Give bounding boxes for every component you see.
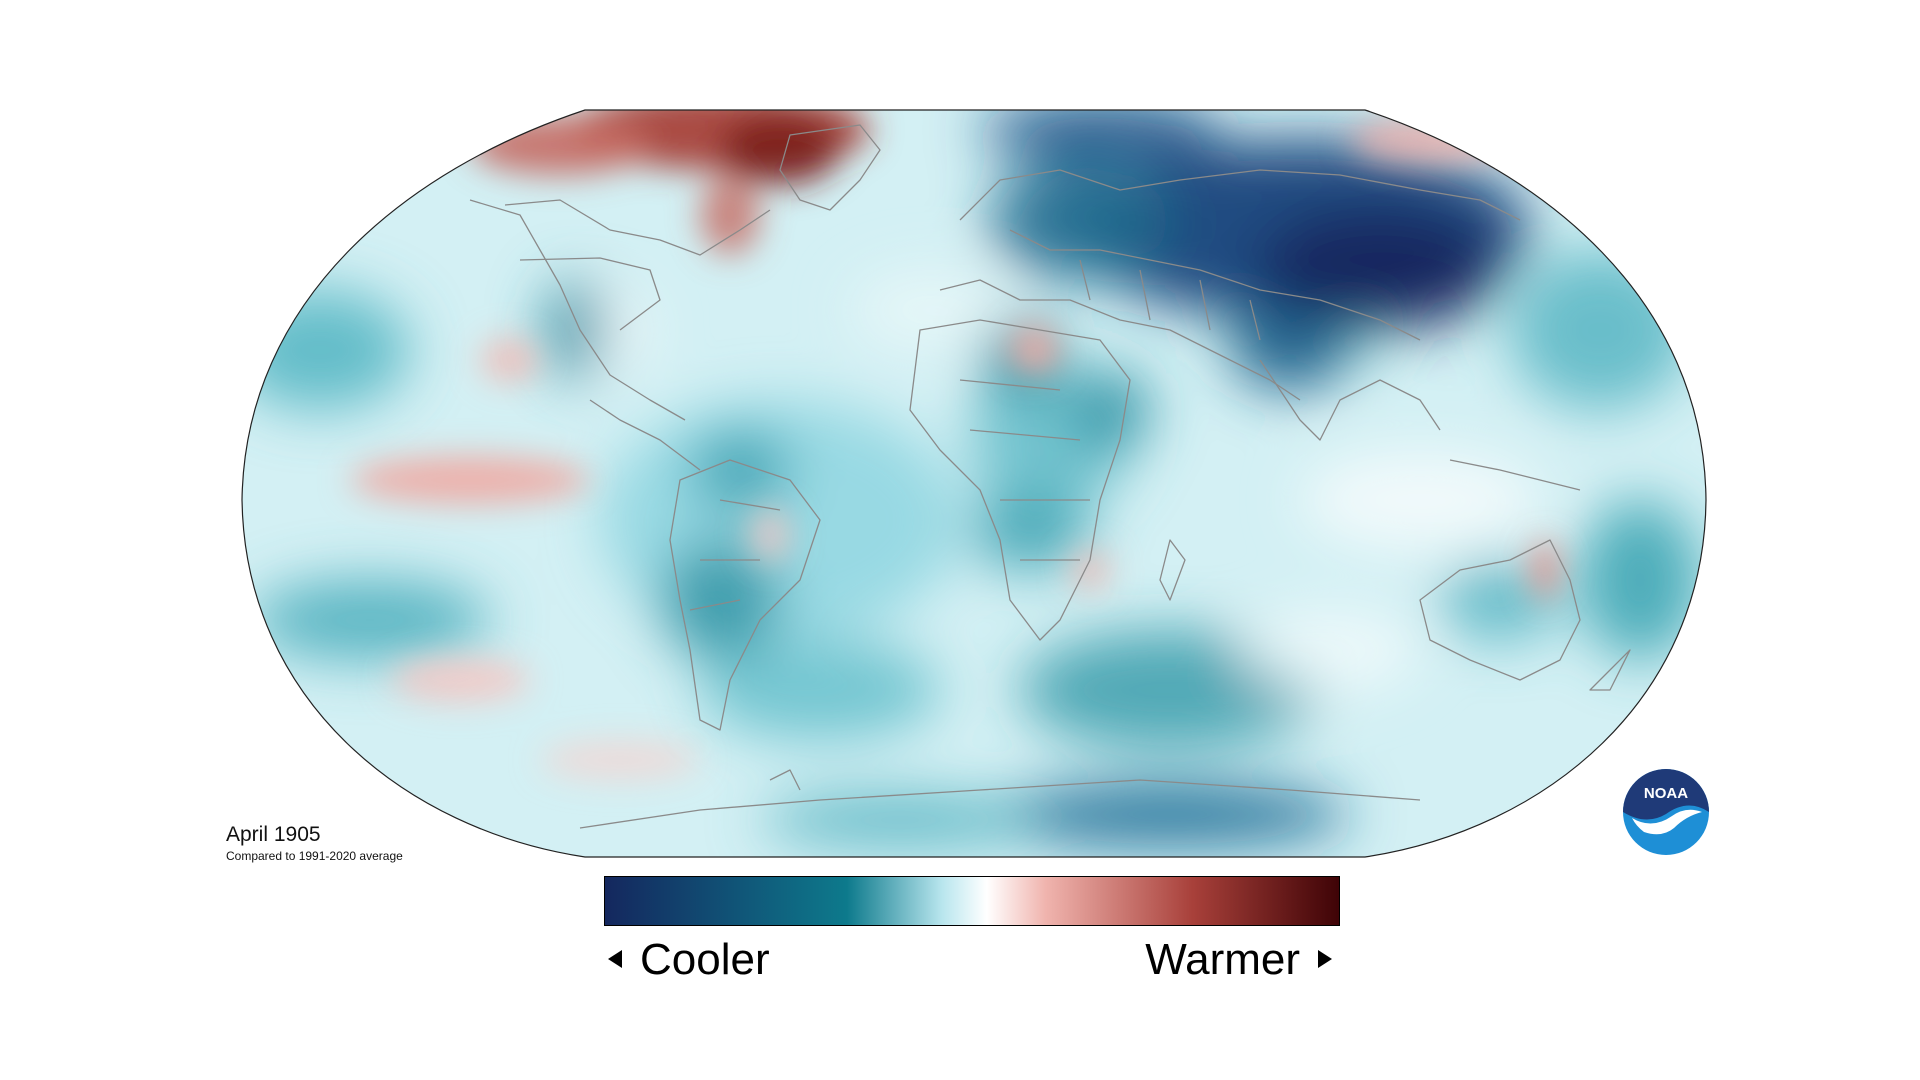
cooler-label: Cooler [640, 935, 770, 984]
right-arrow-icon [1318, 950, 1332, 968]
noaa-logo-icon: NOAA [1623, 769, 1709, 855]
left-arrow-icon [608, 950, 622, 968]
colorbar-gradient [604, 876, 1340, 926]
globe-outline [241, 109, 1707, 858]
map-caption: April 1905 Compared to 1991-2020 average [226, 822, 403, 864]
noaa-logo-text: NOAA [1644, 785, 1688, 802]
caption-subtitle: Compared to 1991-2020 average [226, 849, 403, 863]
colorbar-frame [604, 876, 1340, 926]
country-borders [469, 124, 1631, 829]
warmer-label: Warmer [1145, 935, 1300, 984]
anomaly-field [242, 110, 1706, 857]
caption-title: April 1905 [226, 823, 321, 846]
